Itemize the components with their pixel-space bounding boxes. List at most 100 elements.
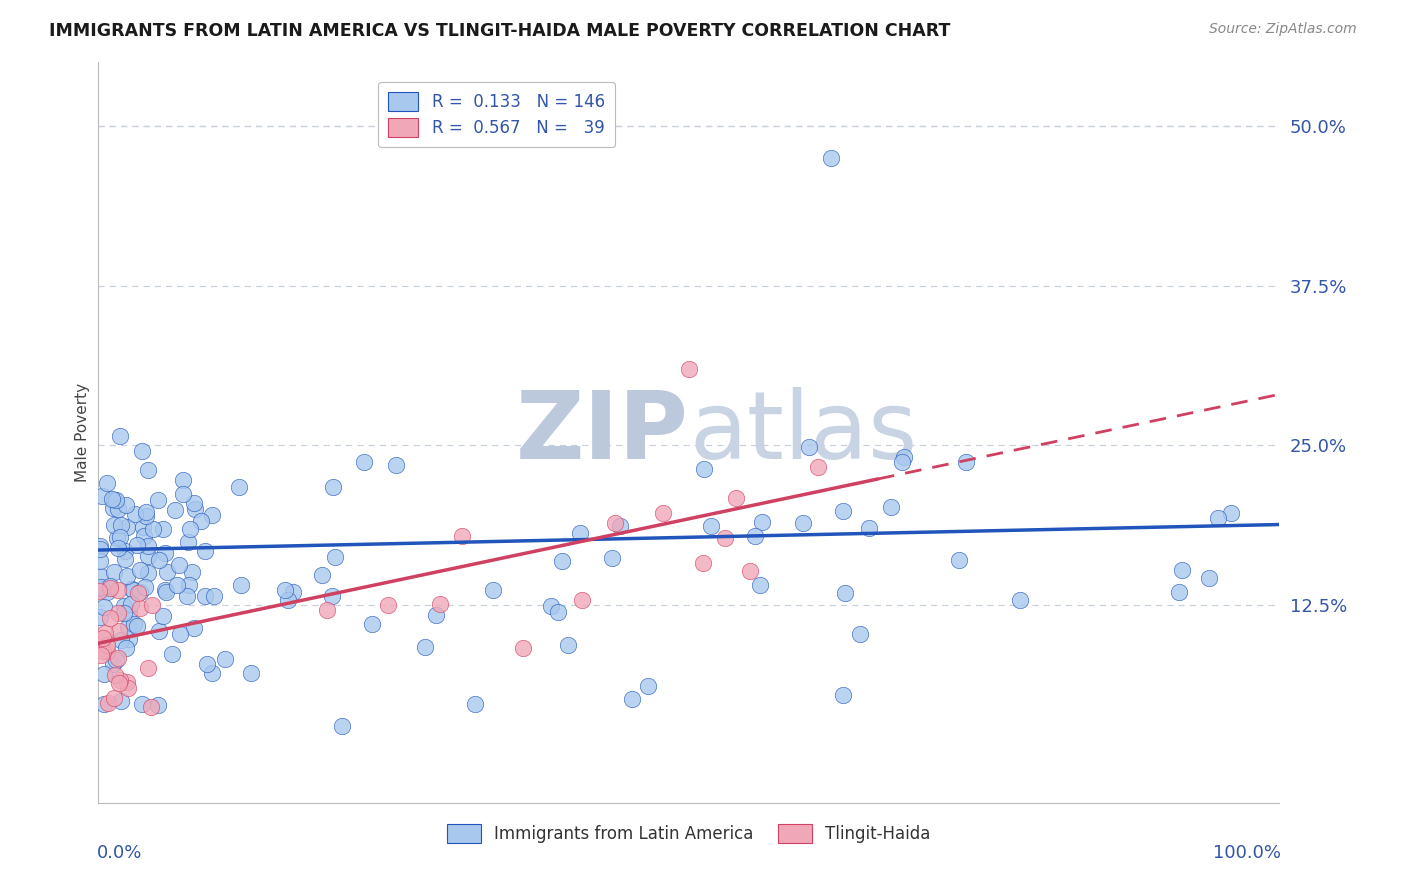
Point <box>136 463 159 477</box>
Point <box>148 493 170 508</box>
Point <box>169 558 191 572</box>
Point <box>117 620 139 634</box>
Point <box>135 509 157 524</box>
Point <box>955 455 977 469</box>
Point <box>651 507 673 521</box>
Point <box>377 599 399 613</box>
Point <box>107 502 129 516</box>
Point <box>1010 592 1032 607</box>
Point <box>121 582 143 596</box>
Point <box>169 627 191 641</box>
Point <box>146 698 169 712</box>
Point <box>107 606 129 620</box>
Point <box>110 517 132 532</box>
Point <box>110 694 132 708</box>
Point <box>172 473 194 487</box>
Point <box>751 515 773 529</box>
Point <box>281 585 304 599</box>
Point <box>1167 584 1189 599</box>
Point <box>893 450 915 464</box>
Point <box>325 549 347 564</box>
Point <box>831 688 853 702</box>
Point <box>135 505 157 519</box>
Point <box>104 653 127 667</box>
Point <box>834 586 856 600</box>
Point <box>101 491 124 506</box>
Point <box>153 582 176 597</box>
Point <box>353 455 375 469</box>
Point <box>108 676 131 690</box>
Point <box>315 602 337 616</box>
Y-axis label: Male Poverty: Male Poverty <box>75 383 90 483</box>
Point <box>797 440 820 454</box>
Point <box>115 675 138 690</box>
Point <box>551 554 574 568</box>
Point <box>609 518 631 533</box>
Point <box>832 503 855 517</box>
Text: Source: ZipAtlas.com: Source: ZipAtlas.com <box>1209 22 1357 37</box>
Text: 100.0%: 100.0% <box>1212 844 1281 862</box>
Point <box>322 480 344 494</box>
Point <box>183 621 205 635</box>
Point <box>110 633 132 648</box>
Point <box>125 538 148 552</box>
Point <box>134 580 156 594</box>
Point <box>177 577 200 591</box>
Point <box>93 625 115 640</box>
Point <box>107 541 129 556</box>
Point <box>176 589 198 603</box>
Point <box>98 581 121 595</box>
Point <box>118 632 141 647</box>
Point <box>190 514 212 528</box>
Point <box>547 605 569 619</box>
Point <box>103 566 125 580</box>
Point <box>103 493 125 508</box>
Point <box>108 673 131 687</box>
Point <box>858 520 880 534</box>
Point <box>115 569 138 583</box>
Point <box>118 606 141 620</box>
Point <box>880 500 903 514</box>
Point <box>451 529 474 543</box>
Point <box>204 589 226 603</box>
Point <box>820 151 842 165</box>
Point <box>103 518 125 533</box>
Point <box>115 498 138 512</box>
Point <box>571 593 593 607</box>
Point <box>96 476 118 491</box>
Point <box>128 601 150 615</box>
Point <box>89 541 111 556</box>
Point <box>1198 571 1220 585</box>
Point <box>890 455 912 469</box>
Point <box>128 584 150 599</box>
Point <box>637 679 659 693</box>
Point <box>200 508 222 522</box>
Point <box>725 491 748 505</box>
Point <box>464 697 486 711</box>
Point <box>101 657 124 672</box>
Point <box>107 624 129 639</box>
Point <box>120 597 142 611</box>
Point <box>177 534 200 549</box>
Point <box>181 565 204 579</box>
Point <box>600 551 623 566</box>
Point <box>239 665 262 680</box>
Point <box>693 462 716 476</box>
Point <box>425 608 447 623</box>
Point <box>512 640 534 655</box>
Point <box>332 719 354 733</box>
Point <box>136 549 159 563</box>
Point <box>183 496 205 510</box>
Point <box>114 552 136 566</box>
Point <box>131 697 153 711</box>
Point <box>274 582 297 597</box>
Text: IMMIGRANTS FROM LATIN AMERICA VS TLINGIT-HAIDA MALE POVERTY CORRELATION CHART: IMMIGRANTS FROM LATIN AMERICA VS TLINGIT… <box>49 22 950 40</box>
Point <box>194 544 217 558</box>
Point <box>142 522 165 536</box>
Point <box>125 618 148 632</box>
Point <box>1206 511 1229 525</box>
Point <box>93 666 115 681</box>
Point <box>91 489 114 503</box>
Point <box>89 584 111 599</box>
Point <box>229 578 252 592</box>
